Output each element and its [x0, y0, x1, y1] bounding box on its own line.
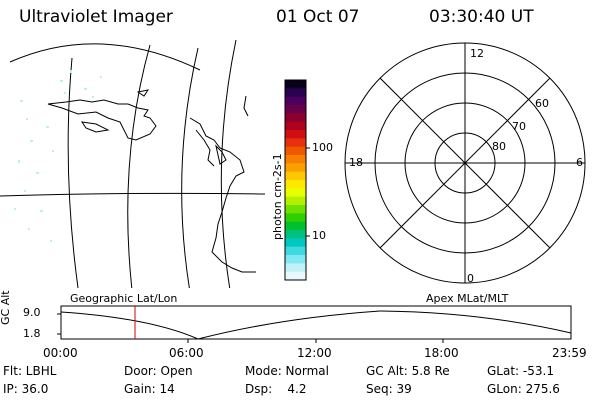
mlt-label-18: 18: [349, 156, 363, 169]
colorbar-band: [285, 130, 306, 139]
map-grid-line: [181, 47, 199, 288]
colorbar-band: [285, 163, 306, 173]
coastline: [47, 99, 157, 141]
colorbar-band: [285, 205, 306, 214]
map-grid-line: [127, 44, 151, 288]
glat-info: GLat: -53.1: [487, 364, 554, 378]
glon-info: GLon: 275.6: [487, 382, 560, 396]
coastline: [136, 89, 150, 97]
colorbar-band: [285, 196, 306, 206]
colorbar-tick-label-10: 10: [312, 229, 326, 242]
map-grid-line: [9, 43, 201, 71]
colorbar-band: [285, 213, 306, 223]
mode-info: Mode: Normal: [245, 364, 329, 378]
door-info: Door: Open: [124, 364, 193, 378]
colorbar-band: [285, 138, 306, 148]
xtick-0000: 00:00: [43, 346, 78, 360]
altitude-ylabel: GC Alt: [0, 290, 12, 325]
colorbar-band: [285, 271, 306, 281]
coastline: [215, 144, 227, 165]
mlt-label-12: 12: [470, 47, 484, 60]
mlt-label-0: 0: [467, 272, 474, 285]
mlat-label-70: 70: [512, 120, 526, 133]
colorbar-band: [285, 171, 306, 181]
seq-info: Seq: 39: [366, 382, 412, 396]
colorbar-band: [285, 221, 306, 231]
dsp-info: Dsp: 4.2: [245, 382, 307, 396]
colorbar-band: [285, 230, 306, 239]
colorbar-tick-label-100: 100: [312, 141, 333, 154]
colorbar-band: [285, 88, 306, 98]
colorbar-band: [285, 246, 306, 256]
colorbar-band: [285, 96, 306, 106]
map-grid-line: [220, 40, 237, 288]
instrument-title: Ultraviolet Imager: [19, 7, 173, 27]
altitude-plot-frame: [60, 305, 572, 340]
gc-alt-info: GC Alt: 5.8 Re: [366, 364, 450, 378]
colorbar-band: [285, 155, 306, 164]
colorbar-band: [285, 263, 306, 273]
filter-info: Flt: LBHL: [3, 364, 57, 378]
altitude-ytick-9: 9.0: [23, 306, 41, 319]
mlat-label-80: 80: [492, 140, 506, 153]
coastline: [80, 121, 110, 133]
geographic-panel-label: Geographic Lat/Lon: [70, 292, 178, 305]
colorbar-band: [285, 188, 306, 198]
mlt-label-6: 6: [576, 156, 583, 169]
xtick-1800: 18:00: [424, 346, 459, 360]
colorbar-band: [285, 80, 306, 89]
altitude-curve: [60, 310, 572, 340]
colorbar-band: [285, 105, 306, 114]
coastline: [243, 95, 249, 117]
mlt-line: [379, 77, 551, 249]
colorbar-band: [285, 255, 306, 264]
altitude-ytick-1: 1.8: [23, 327, 41, 340]
colorbar-band: [285, 121, 306, 131]
xtick-2359: 23:59: [552, 346, 587, 360]
xtick-0600: 06:00: [169, 346, 204, 360]
colorbar-band: [285, 238, 306, 248]
colorbar-band: [285, 113, 306, 123]
ip-info: IP: 36.0: [3, 382, 49, 396]
coastline: [189, 117, 256, 273]
date-label: 01 Oct 07: [276, 7, 360, 27]
gain-info: Gain: 14: [124, 382, 175, 396]
time-label: 03:30:40 UT: [429, 7, 534, 27]
colorbar-band: [285, 180, 306, 189]
uv-emission-speckles: [14, 70, 102, 242]
map-grid-line: [67, 57, 79, 288]
colorbar-band: [285, 146, 306, 156]
mlat-label-60: 60: [535, 97, 549, 110]
xtick-1200: 12:00: [297, 346, 332, 360]
coastline: [195, 129, 215, 167]
map-grid-line: [0, 192, 265, 197]
apex-panel-label: Apex MLat/MLT: [426, 292, 509, 305]
